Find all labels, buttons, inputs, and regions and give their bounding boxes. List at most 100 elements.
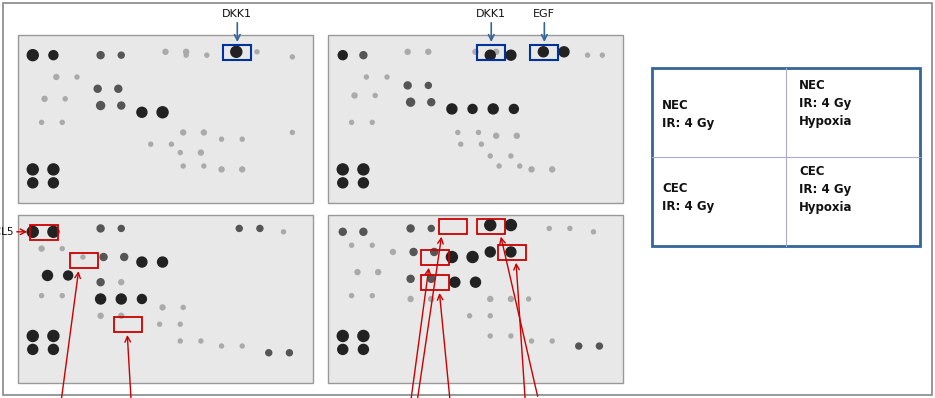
Circle shape <box>360 228 367 235</box>
Circle shape <box>338 51 347 60</box>
Text: CEC
IR: 4 Gy: CEC IR: 4 Gy <box>662 182 714 213</box>
Circle shape <box>42 96 47 101</box>
Circle shape <box>510 104 518 113</box>
Circle shape <box>497 164 501 168</box>
Circle shape <box>431 248 438 256</box>
Circle shape <box>160 305 165 310</box>
Bar <box>30 225 58 240</box>
Circle shape <box>96 101 105 109</box>
Circle shape <box>201 130 207 135</box>
Circle shape <box>42 271 52 281</box>
Circle shape <box>407 225 414 232</box>
Circle shape <box>49 51 58 60</box>
Circle shape <box>49 178 58 188</box>
Circle shape <box>119 280 123 285</box>
Circle shape <box>592 230 596 234</box>
Circle shape <box>179 322 182 326</box>
Circle shape <box>27 50 38 60</box>
Circle shape <box>352 93 357 98</box>
Circle shape <box>529 167 534 172</box>
Text: NEC
IR: 4 Gy
Hypoxia: NEC IR: 4 Gy Hypoxia <box>799 79 853 128</box>
Circle shape <box>488 297 493 302</box>
Circle shape <box>477 131 481 135</box>
Circle shape <box>350 120 353 124</box>
Circle shape <box>60 294 65 298</box>
Circle shape <box>119 313 123 318</box>
Circle shape <box>485 247 496 257</box>
Circle shape <box>181 305 185 309</box>
Circle shape <box>27 164 38 175</box>
Circle shape <box>179 339 182 343</box>
Circle shape <box>27 330 38 341</box>
Circle shape <box>358 344 368 354</box>
Circle shape <box>407 275 414 282</box>
Circle shape <box>281 230 285 234</box>
Bar <box>223 45 252 60</box>
Circle shape <box>370 120 374 124</box>
Circle shape <box>220 344 223 348</box>
Circle shape <box>39 120 44 124</box>
Circle shape <box>48 164 59 175</box>
Circle shape <box>509 297 513 302</box>
Circle shape <box>266 350 272 356</box>
Circle shape <box>518 164 522 168</box>
Circle shape <box>376 269 381 275</box>
Circle shape <box>488 314 492 318</box>
Circle shape <box>49 344 58 354</box>
Circle shape <box>220 137 223 141</box>
Circle shape <box>494 49 498 54</box>
Bar <box>18 215 313 383</box>
Circle shape <box>255 50 259 54</box>
Circle shape <box>239 167 245 172</box>
Circle shape <box>27 226 38 237</box>
Bar <box>421 275 449 290</box>
Circle shape <box>428 225 434 232</box>
Bar <box>114 317 142 332</box>
Circle shape <box>355 269 360 275</box>
Circle shape <box>358 178 368 188</box>
Text: EGF: EGF <box>533 9 555 19</box>
Circle shape <box>339 228 346 235</box>
Circle shape <box>404 82 411 89</box>
Circle shape <box>28 178 37 188</box>
Circle shape <box>118 102 124 109</box>
Circle shape <box>158 257 167 267</box>
Circle shape <box>81 255 85 259</box>
Bar <box>498 245 525 260</box>
Circle shape <box>405 49 410 54</box>
Circle shape <box>529 339 534 343</box>
Circle shape <box>350 243 353 247</box>
Circle shape <box>60 247 65 251</box>
Circle shape <box>550 339 554 343</box>
Circle shape <box>559 47 569 57</box>
Circle shape <box>64 271 73 280</box>
Circle shape <box>163 49 168 54</box>
Circle shape <box>514 133 519 138</box>
Circle shape <box>240 344 244 348</box>
Bar <box>530 45 558 60</box>
Circle shape <box>219 167 224 172</box>
Circle shape <box>199 339 203 343</box>
Circle shape <box>98 313 103 318</box>
Circle shape <box>539 47 548 57</box>
Circle shape <box>485 50 496 60</box>
Circle shape <box>48 226 59 237</box>
Circle shape <box>385 75 389 79</box>
Circle shape <box>118 52 124 58</box>
Circle shape <box>585 53 590 57</box>
Circle shape <box>391 250 396 254</box>
Bar <box>328 215 623 383</box>
Circle shape <box>95 294 106 304</box>
Bar <box>652 68 920 246</box>
Circle shape <box>370 294 374 298</box>
Text: DKK1: DKK1 <box>476 9 506 19</box>
Circle shape <box>509 154 513 158</box>
Circle shape <box>480 142 483 146</box>
Circle shape <box>488 104 498 114</box>
Circle shape <box>97 52 104 59</box>
Circle shape <box>257 225 263 232</box>
Circle shape <box>358 330 369 341</box>
Circle shape <box>39 246 44 251</box>
Bar <box>439 219 467 234</box>
Circle shape <box>291 55 295 59</box>
